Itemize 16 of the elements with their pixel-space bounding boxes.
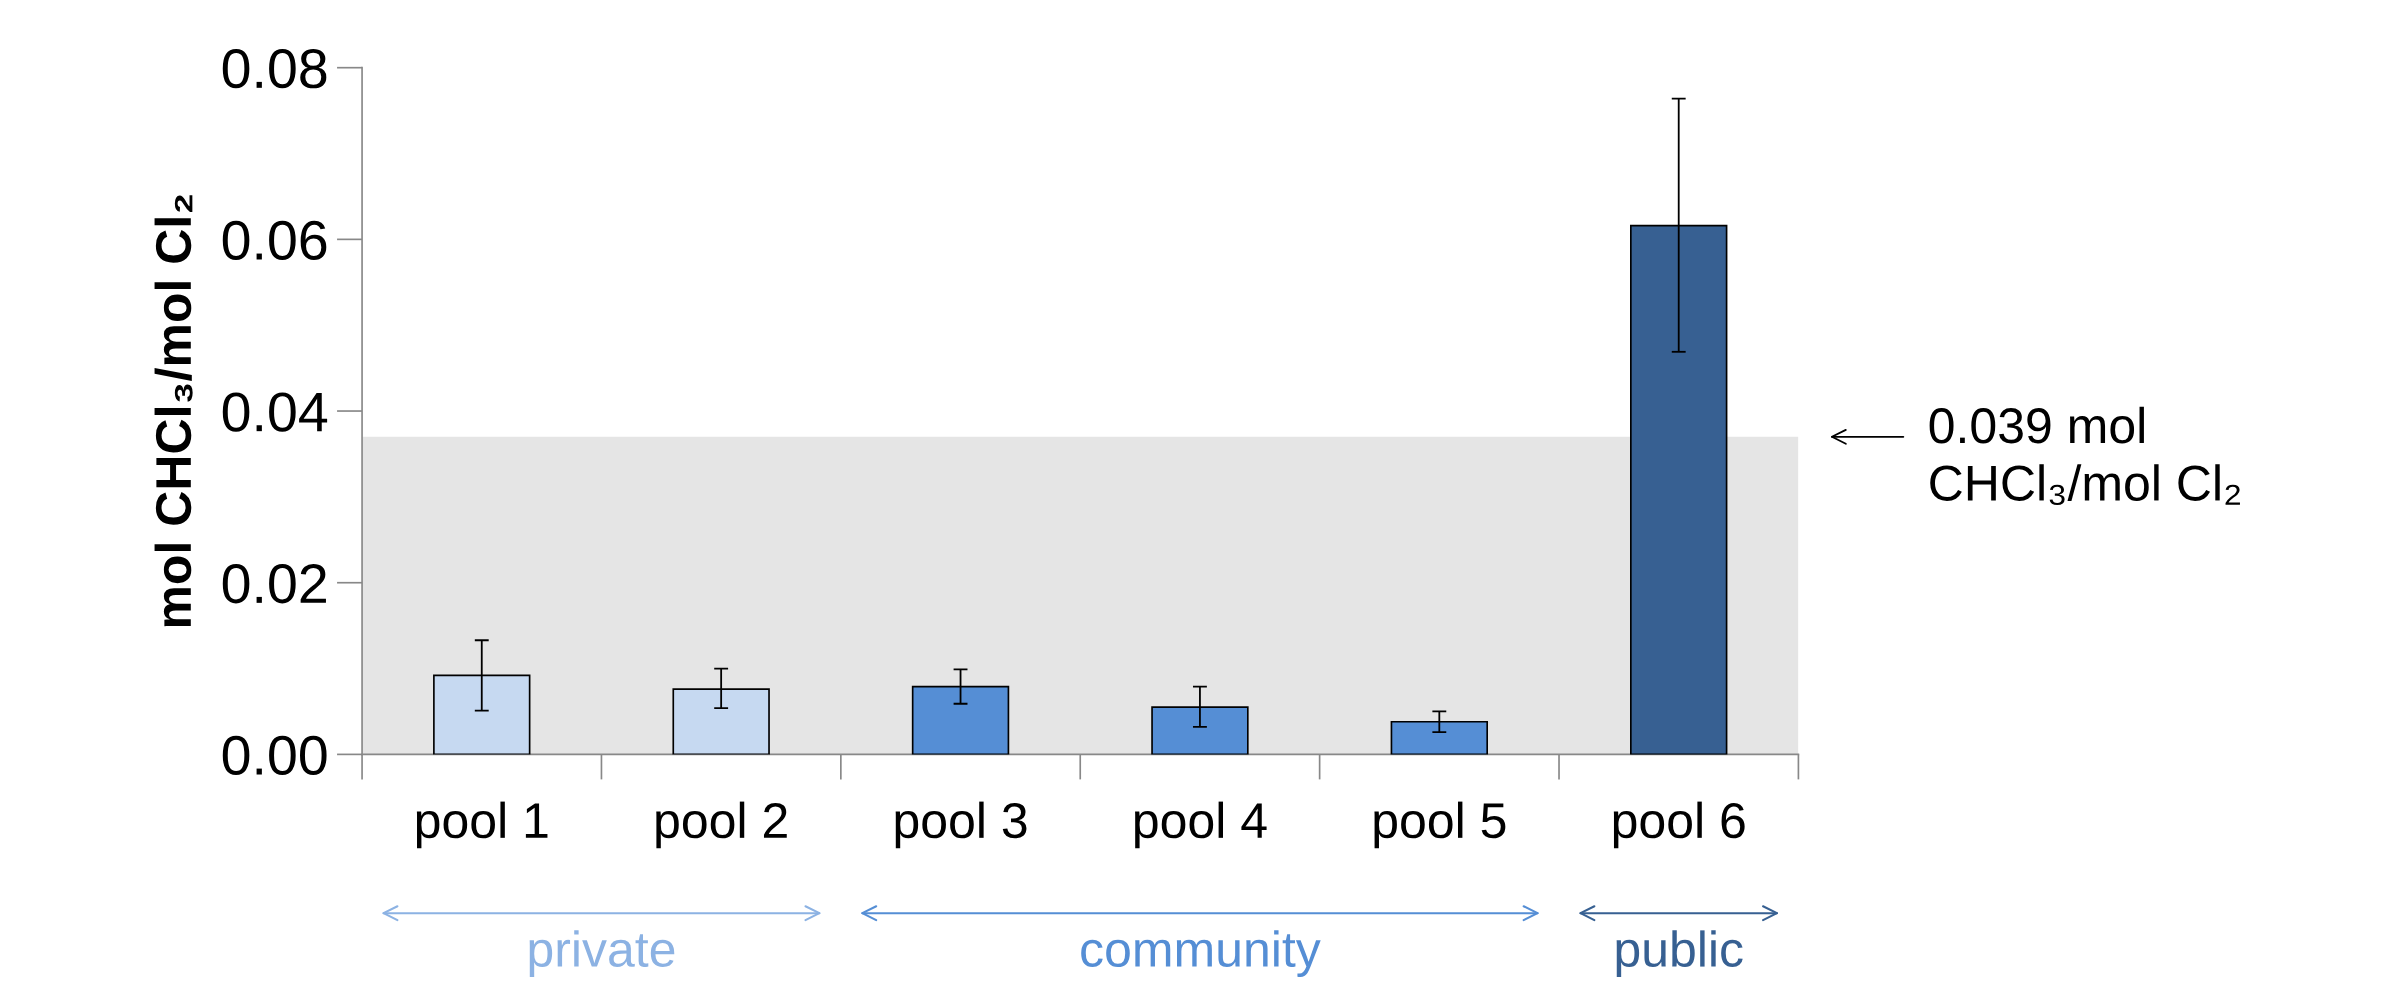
y-tick-label: 0.04 xyxy=(222,392,328,432)
text: private xyxy=(529,930,675,977)
y-tick-label: 0.08 xyxy=(222,49,327,89)
band-label: 0.039 mol CHCl₃/mol Cl₂ xyxy=(1929,406,2240,505)
text: public xyxy=(1616,930,1743,977)
x-tick-label: pool 6 xyxy=(1613,801,1745,849)
y-axis-title: mol CHCl₃/mol Cl₂ xyxy=(154,195,193,627)
y-tick-label: 0.00 xyxy=(222,735,327,776)
text: community xyxy=(1081,930,1321,977)
x-tick-label: pool 3 xyxy=(895,801,1027,849)
x-tick-label: pool 1 xyxy=(416,801,548,849)
y-tick-label: 0.06 xyxy=(222,220,327,261)
x-tick-label: pool 2 xyxy=(656,801,787,849)
x-tick-label: pool 5 xyxy=(1374,801,1506,849)
x-tick-label: pool 4 xyxy=(1135,801,1267,849)
y-tick-label: 0.02 xyxy=(222,564,326,604)
